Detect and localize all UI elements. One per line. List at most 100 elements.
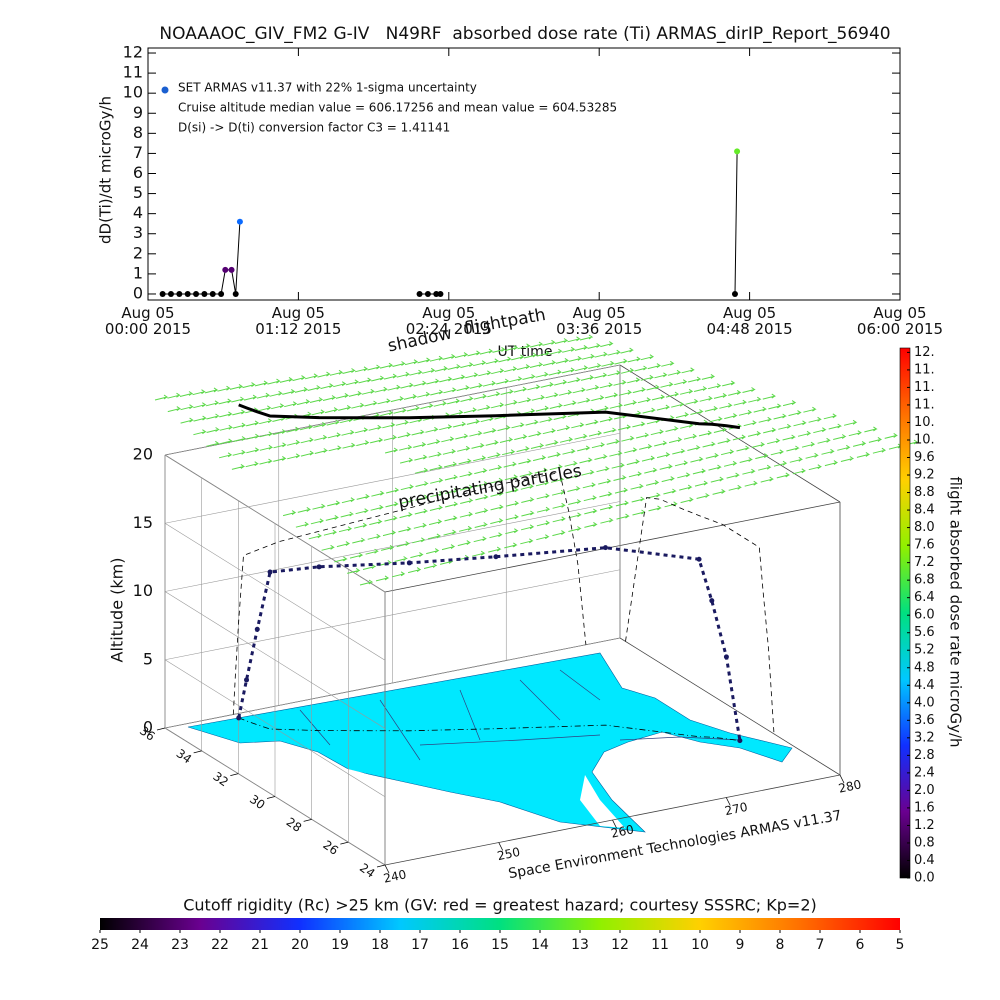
x-tick bbox=[612, 819, 617, 829]
colorbar-tick-label: 4.8 bbox=[914, 660, 935, 675]
colorbar-tick-label: 15 bbox=[491, 937, 509, 953]
legend-marker bbox=[161, 86, 169, 94]
colorbar-tick-label: 7.6 bbox=[914, 538, 935, 553]
colorbar-tick-label: 6.8 bbox=[914, 573, 935, 588]
colorbar-tick-label: 5.2 bbox=[914, 643, 935, 658]
colorbar-tick-label: 0.4 bbox=[914, 853, 935, 868]
particle-arrows bbox=[154, 334, 919, 586]
data-point bbox=[232, 290, 239, 297]
colorbar-tick-label: 22 bbox=[211, 937, 229, 953]
y-tick bbox=[303, 818, 312, 822]
data-point bbox=[209, 290, 216, 297]
colorbar-tick-label: 5.6 bbox=[914, 625, 935, 640]
colorbar-tick-label: 24 bbox=[131, 937, 149, 953]
colorbar-tick-label: 7 bbox=[816, 937, 825, 953]
colorbar-tick-label: 8.0 bbox=[914, 520, 935, 535]
wall-shadow bbox=[625, 497, 775, 734]
colorbar-tick-label: 11. bbox=[914, 397, 935, 412]
data-point bbox=[159, 290, 166, 297]
z-axis-label: Altitude (km) bbox=[108, 558, 127, 663]
colorbar-tick-label: 10. bbox=[914, 415, 935, 430]
colorbar-tick-label: 11. bbox=[914, 380, 935, 395]
colorbar-tick-label: 13 bbox=[571, 937, 589, 953]
z-tick-label: 20 bbox=[133, 445, 153, 464]
trajectory-point bbox=[737, 738, 743, 744]
z-tick-label: 15 bbox=[133, 513, 153, 532]
y-tick-label: 10 bbox=[123, 83, 143, 102]
colorbar-tick-label: 21 bbox=[251, 937, 269, 953]
chart-title: NOAAAOC_GIV_FM2 G-IV N49RF absorbed dose… bbox=[159, 24, 890, 44]
map bbox=[187, 652, 793, 833]
x-tick-label: 240 bbox=[382, 867, 407, 885]
colorbar-tick-label: 20 bbox=[291, 937, 309, 953]
data-point bbox=[236, 218, 243, 225]
data-point bbox=[433, 290, 440, 297]
y-tick bbox=[193, 750, 202, 754]
trajectory-point bbox=[236, 715, 242, 721]
y-tick-label: 7 bbox=[133, 143, 143, 162]
y-tick-label: 12 bbox=[123, 43, 143, 62]
x-tick-label: 270 bbox=[723, 800, 748, 818]
data-point bbox=[167, 290, 174, 297]
trajectory bbox=[237, 546, 742, 741]
colorbar-tick-label: 8.8 bbox=[914, 485, 935, 500]
colorbar-tick-label: 11 bbox=[651, 937, 669, 953]
colorbar-tick-label: 4.0 bbox=[914, 695, 935, 710]
colorbar-label: flight absorbed dose rate microGy/h bbox=[947, 476, 965, 747]
box-edge bbox=[384, 501, 841, 593]
y-tick-label: 0 bbox=[133, 283, 143, 302]
colorbar bbox=[899, 347, 911, 879]
x-tick-label: Aug 05 01:12 2015 bbox=[255, 304, 342, 338]
y-tick-label: 11 bbox=[123, 63, 143, 82]
trajectory-point bbox=[709, 598, 715, 604]
y-tick-label: 5 bbox=[133, 183, 143, 202]
colorbar-tick-label: 2.4 bbox=[914, 765, 935, 780]
colorbar-tick-label: 16 bbox=[451, 937, 469, 953]
water bbox=[300, 757, 445, 802]
annotation: Cruise altitude median value = 606.17256… bbox=[178, 101, 617, 115]
data-point bbox=[734, 148, 741, 155]
colorbar-tick-label: 3.6 bbox=[914, 713, 935, 728]
trajectory-point bbox=[723, 654, 729, 660]
data-point bbox=[193, 290, 200, 297]
data-point bbox=[424, 290, 431, 297]
legend-label: SET ARMAS v11.37 with 22% 1-sigma uncert… bbox=[178, 81, 477, 95]
y-tick-label: 4 bbox=[133, 203, 143, 222]
y-tick-label: 6 bbox=[133, 163, 143, 182]
y-tick-label: 9 bbox=[133, 103, 143, 122]
data-point bbox=[416, 290, 423, 297]
colorbar-tick-label: 25 bbox=[91, 937, 109, 953]
y-tick-label: 24 bbox=[357, 860, 378, 880]
colorbar bbox=[100, 918, 900, 930]
x-tick-label: 250 bbox=[496, 845, 521, 863]
colorbar-tick-label: 6.4 bbox=[914, 590, 935, 605]
colorbar-tick-label: 6.0 bbox=[914, 608, 935, 623]
x-tick-label: Aug 05 00:00 2015 bbox=[104, 304, 192, 338]
colorbar-title: Cutoff rigidity (Rc) >25 km (GV: red = g… bbox=[183, 896, 817, 915]
colorbar-tick-label: 1.2 bbox=[914, 818, 935, 833]
y-tick bbox=[376, 864, 386, 868]
x-tick bbox=[839, 774, 845, 784]
x-tick-label: 260 bbox=[610, 822, 635, 840]
y-axis-label: dD(Ti)/dt microGy/h bbox=[97, 96, 115, 244]
trajectory-point bbox=[254, 626, 260, 632]
y-tick-label: 1 bbox=[133, 263, 143, 282]
z-tick-label: 10 bbox=[133, 581, 153, 600]
colorbar-tick-label: 7.2 bbox=[914, 555, 935, 570]
colorbar-tick-label: 5 bbox=[896, 937, 905, 953]
data-line bbox=[162, 151, 738, 295]
x-tick-label: Aug 05 02:24 2015 bbox=[405, 304, 492, 338]
x-tick-label: Aug 05 06:00 2015 bbox=[856, 304, 944, 338]
colorbar-tick-label: 4.4 bbox=[914, 678, 935, 693]
borders bbox=[299, 669, 741, 761]
plot-frame bbox=[147, 47, 901, 301]
ground-track bbox=[238, 717, 740, 741]
z-tick-label: 5 bbox=[143, 649, 153, 668]
water bbox=[580, 775, 625, 828]
x-tick bbox=[725, 797, 731, 806]
colorbar-tick-label: 11. bbox=[914, 362, 935, 377]
y-tick-label: 34 bbox=[174, 746, 195, 766]
data-point bbox=[222, 266, 229, 273]
colorbar-tick-label: 12. bbox=[914, 345, 935, 360]
